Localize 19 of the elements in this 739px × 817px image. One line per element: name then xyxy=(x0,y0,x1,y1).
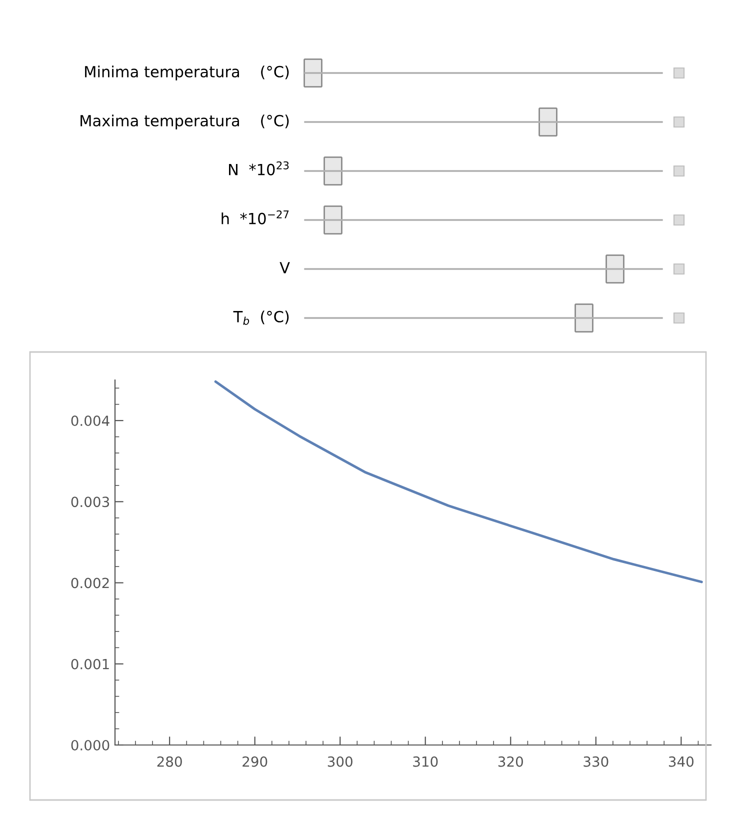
line-series xyxy=(214,380,703,584)
text: T$_{b}$ (°C) xyxy=(233,310,289,325)
x-tick-label: 280 xyxy=(157,756,182,767)
y-tick-label: 0.000 xyxy=(71,740,110,750)
x-tick-label: 310 xyxy=(413,756,438,767)
y-tick-label: 0.003 xyxy=(71,496,110,508)
text: h *10$^{−27}$ xyxy=(222,210,289,224)
y-tick-label: 0.002 xyxy=(71,578,109,588)
y-tick-label: 0.004 xyxy=(71,416,110,426)
x-tick-label: 290 xyxy=(242,756,268,767)
x-tick-label: 330 xyxy=(584,756,608,767)
y-tick-label: 0.001 xyxy=(71,658,109,670)
x-tick-label: 340 xyxy=(668,756,694,767)
text: Maxima temperatura (°C) xyxy=(80,114,289,130)
text: Minima temperatura (°C) xyxy=(85,66,289,80)
x-tick-label: 300 xyxy=(328,756,352,767)
text: N *10$^{23}$ xyxy=(229,161,289,176)
text: V xyxy=(280,262,290,274)
x-tick-label: 320 xyxy=(498,756,523,767)
